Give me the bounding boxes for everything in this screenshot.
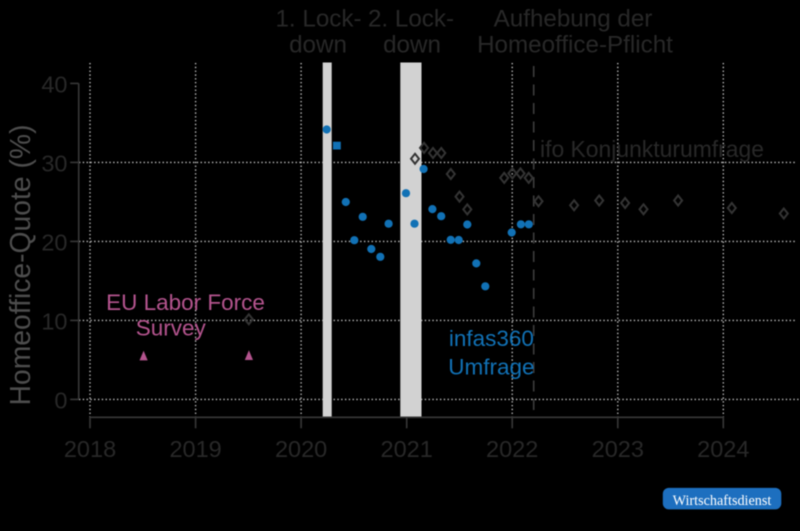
svg-text:2022: 2022	[486, 436, 538, 462]
svg-text:2021: 2021	[381, 436, 433, 462]
svg-text:2023: 2023	[592, 436, 644, 462]
svg-text:Aufhebung der: Aufhebung der	[494, 6, 653, 33]
svg-text:ifo Konjunkturumfrage: ifo Konjunkturumfrage	[540, 136, 764, 162]
svg-text:1. Lock-: 1. Lock-	[275, 6, 361, 33]
svg-text:Wirtschaftsdienst: Wirtschaftsdienst	[673, 493, 772, 509]
svg-text:2018: 2018	[64, 436, 116, 462]
svg-text:Umfrage: Umfrage	[448, 354, 534, 379]
svg-text:Homeoffice-Pflicht: Homeoffice-Pflicht	[477, 32, 673, 59]
svg-text:20: 20	[41, 229, 67, 255]
svg-text:EU Labor Force: EU Labor Force	[106, 290, 265, 315]
svg-text:2. Lock-: 2. Lock-	[368, 6, 454, 33]
svg-text:30: 30	[41, 150, 67, 176]
svg-text:2019: 2019	[169, 436, 221, 462]
svg-text:infas360: infas360	[449, 326, 534, 351]
svg-text:down: down	[289, 32, 347, 59]
svg-text:2024: 2024	[697, 436, 749, 462]
svg-text:10: 10	[41, 308, 67, 334]
svg-text:down: down	[383, 32, 441, 59]
svg-text:0: 0	[54, 387, 67, 413]
svg-text:Survey: Survey	[136, 316, 207, 341]
svg-text:2020: 2020	[275, 436, 327, 462]
svg-text:Homeoffice-Quote (%): Homeoffice-Quote (%)	[4, 125, 36, 406]
svg-text:40: 40	[41, 71, 67, 97]
